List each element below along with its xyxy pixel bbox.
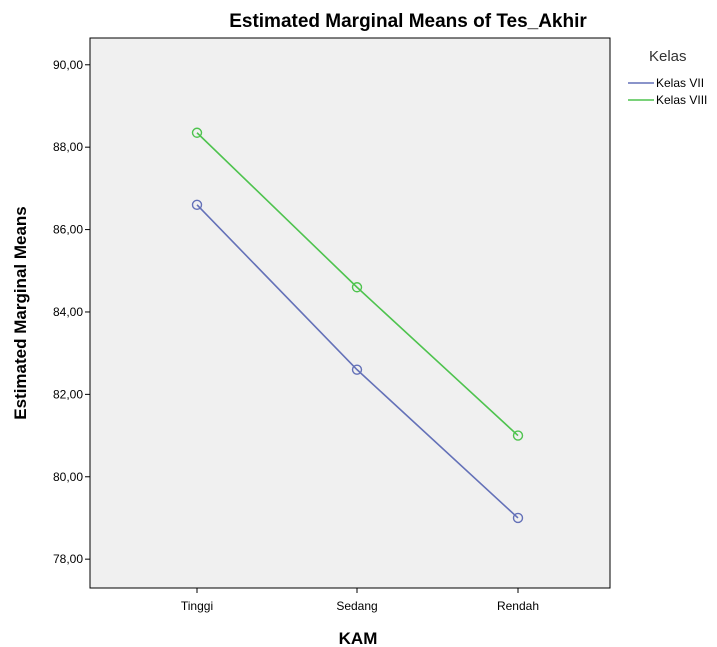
data-point <box>351 282 363 293</box>
chart-title: Estimated Marginal Means of Tes_Akhir <box>229 11 587 32</box>
y-tick-label: 80,00 <box>53 470 83 484</box>
y-axis-label: Estimated Marginal Means <box>11 206 30 420</box>
legend: Kelas Kelas VII Kelas VIII <box>628 48 707 107</box>
x-tick-label: Sedang <box>336 599 377 613</box>
y-tick-label: 82,00 <box>53 387 83 401</box>
data-point <box>191 127 203 138</box>
x-axis: Tinggi Sedang Rendah <box>181 588 539 613</box>
series-layer <box>191 127 524 524</box>
data-point <box>512 430 524 441</box>
y-tick-label: 86,00 <box>53 223 83 237</box>
y-tick-label: 78,00 <box>53 552 83 566</box>
plot-area <box>89 37 611 589</box>
y-tick-label: 90,00 <box>53 58 83 72</box>
legend-title: Kelas <box>649 48 687 65</box>
legend-item: Kelas VIII <box>656 93 707 107</box>
series-line <box>196 204 519 519</box>
y-tick-label: 84,00 <box>53 305 83 319</box>
data-point <box>351 364 363 375</box>
x-tick-label: Rendah <box>497 599 539 613</box>
data-point <box>512 512 524 524</box>
legend-item: Kelas VII <box>656 76 704 90</box>
y-tick-label: 88,00 <box>53 140 83 154</box>
series-line <box>196 132 519 437</box>
y-axis: 78,00 80,00 82,00 84,00 86,00 88,00 90,00 <box>53 58 90 566</box>
x-axis-label: KAM <box>339 629 378 647</box>
data-point <box>191 199 203 211</box>
x-tick-label: Tinggi <box>181 599 213 613</box>
